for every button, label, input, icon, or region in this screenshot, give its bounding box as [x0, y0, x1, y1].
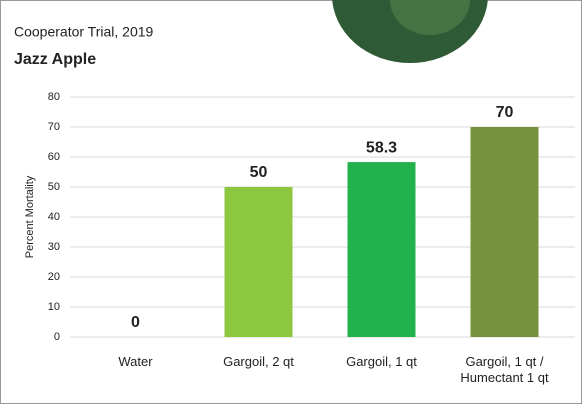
x-tick-label: Water — [80, 354, 192, 370]
y-tick-label: 10 — [48, 301, 60, 313]
y-tick-label: 30 — [48, 241, 60, 253]
value-label: 58.3 — [366, 139, 397, 156]
value-label: 50 — [250, 164, 268, 181]
value-label: 70 — [496, 104, 514, 121]
bar — [225, 187, 293, 337]
page: Cooperator Trial, 2019 Jazz Apple Percen… — [0, 0, 582, 404]
y-axis-label: Percent Mortality — [24, 175, 36, 258]
bar — [348, 162, 416, 337]
y-tick-label: 60 — [48, 151, 60, 163]
chart-title: Cooperator Trial, 2019 — [14, 24, 154, 40]
x-tick-label: Gargoil, 2 qt — [203, 354, 315, 370]
y-tick-label: 20 — [48, 271, 60, 283]
y-tick-label: 80 — [48, 91, 60, 103]
value-label: 0 — [131, 314, 140, 331]
y-tick-label: 0 — [54, 331, 60, 343]
y-tick-label: 70 — [48, 121, 60, 133]
chart: Cooperator Trial, 2019 Jazz Apple Percen… — [0, 0, 582, 404]
y-tick-label: 40 — [48, 211, 60, 223]
bar — [471, 127, 539, 337]
x-tick-label: Gargoil, 1 qt / Humectant 1 qt — [449, 354, 561, 386]
x-tick-label: Gargoil, 1 qt — [326, 354, 438, 370]
chart-subtitle: Jazz Apple — [14, 51, 96, 68]
y-tick-label: 50 — [48, 181, 60, 193]
